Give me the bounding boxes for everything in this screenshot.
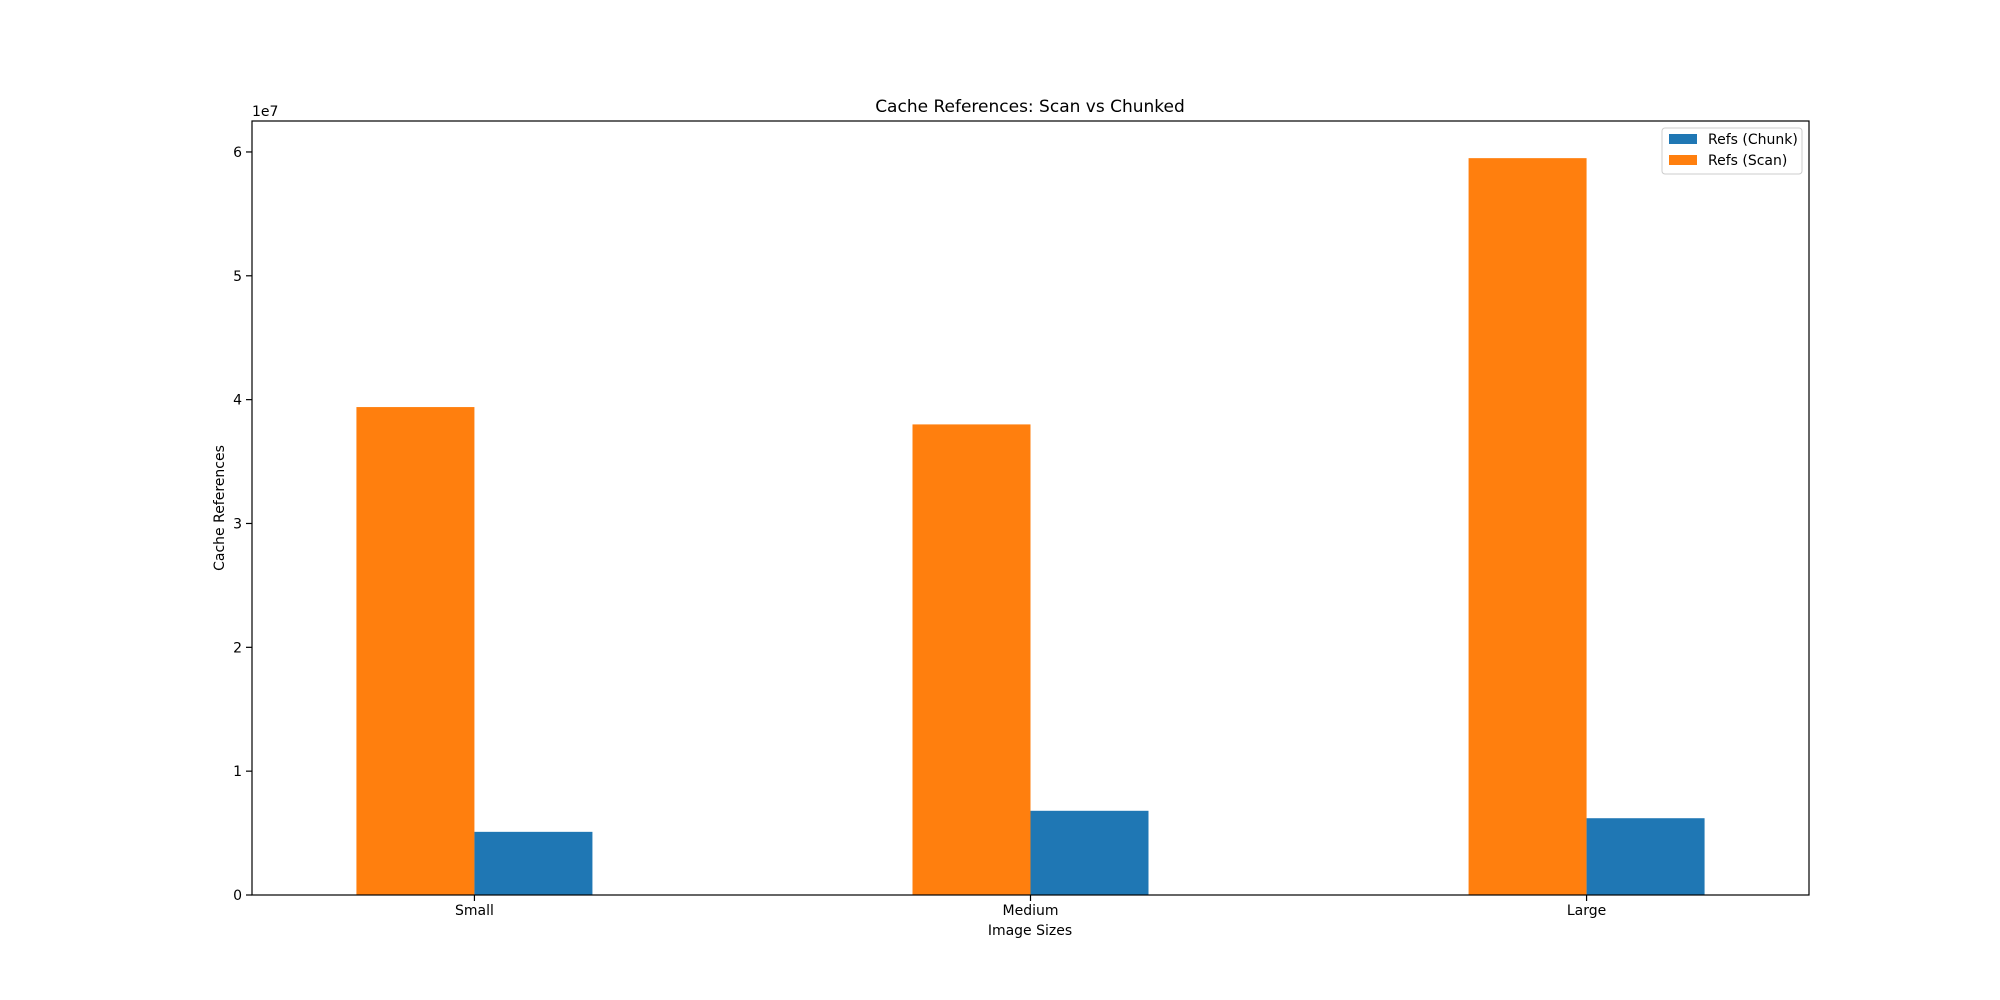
bar-chunk-small xyxy=(474,831,593,895)
y-tick-label: 6 xyxy=(233,145,242,161)
y-tick-label: 3 xyxy=(233,516,242,532)
bars-group xyxy=(356,158,1705,896)
legend-swatch-chunk xyxy=(1669,134,1697,144)
y-tick-label: 5 xyxy=(233,269,242,285)
legend-swatch-scan xyxy=(1669,155,1697,165)
x-tick-label-medium: Medium xyxy=(1003,903,1059,919)
legend: Refs (Chunk) Refs (Scan) xyxy=(1661,127,1803,175)
y-tick-label: 1 xyxy=(233,764,242,780)
legend-label-scan: Refs (Scan) xyxy=(1708,153,1787,169)
x-axis-ticks: Small Medium Large xyxy=(455,895,1606,919)
y-tick-label: 4 xyxy=(233,393,242,409)
x-axis-label: Image Sizes xyxy=(988,923,1072,939)
x-tick-label-small: Small xyxy=(455,903,494,919)
y-tick-label: 0 xyxy=(233,888,242,904)
bar-chunk-large xyxy=(1586,818,1705,895)
bar-scan-small xyxy=(356,407,475,895)
y-axis-label: Cache References xyxy=(212,445,228,571)
bar-chunk-medium xyxy=(1030,810,1149,895)
y-axis-offset-label: 1e7 xyxy=(252,104,278,120)
bar-scan-large xyxy=(1468,158,1587,896)
y-axis-ticks: 0 1 2 3 4 5 6 xyxy=(233,145,252,904)
x-tick-label-large: Large xyxy=(1567,903,1606,919)
legend-label-chunk: Refs (Chunk) xyxy=(1708,132,1798,148)
plot-frame xyxy=(251,120,1810,896)
chart-title: Cache References: Scan vs Chunked xyxy=(875,97,1185,117)
y-tick-label: 2 xyxy=(233,640,242,656)
bar-scan-medium xyxy=(912,424,1031,895)
